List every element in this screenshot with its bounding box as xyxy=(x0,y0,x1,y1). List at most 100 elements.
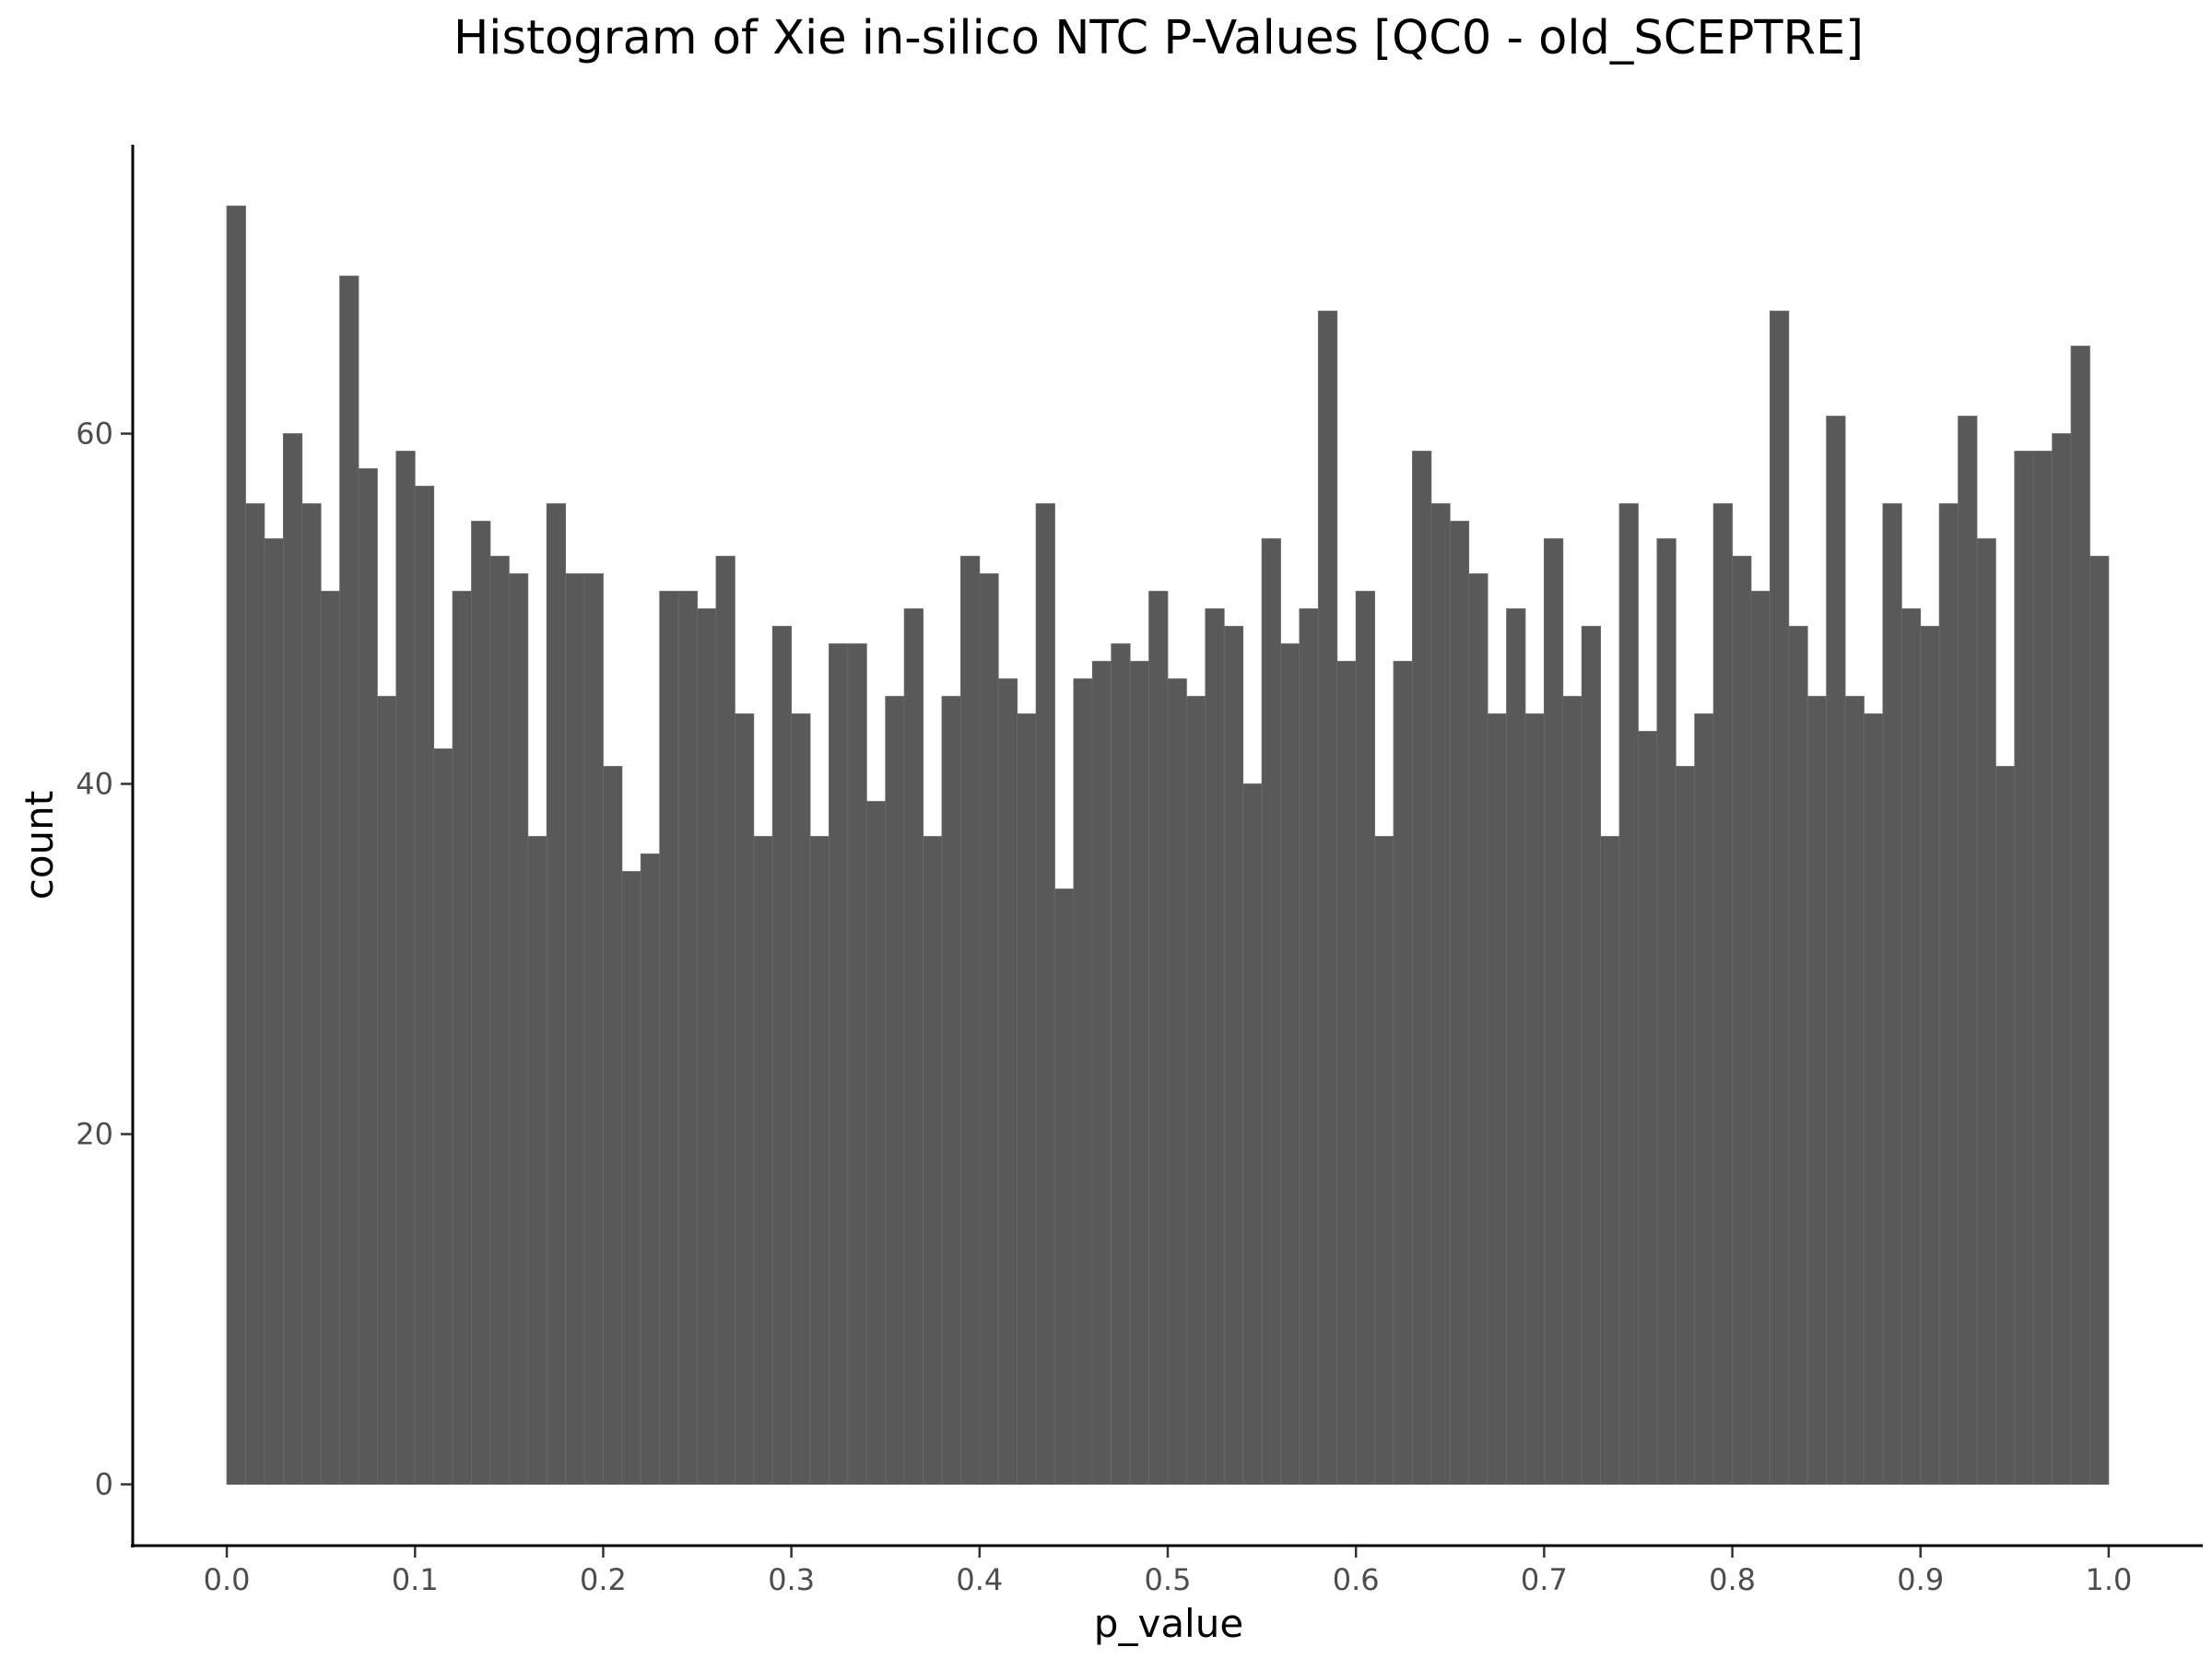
histogram-bar xyxy=(923,836,943,1485)
histogram-bar xyxy=(1788,626,1808,1485)
x-tick-label: 0.6 xyxy=(1333,1562,1380,1597)
histogram-bar xyxy=(1091,661,1112,1485)
histogram-bar xyxy=(1675,766,1696,1485)
histogram-bar xyxy=(1900,608,1922,1485)
histogram-bar xyxy=(565,573,585,1485)
histogram-bar xyxy=(1938,503,1959,1485)
histogram-bar xyxy=(1524,713,1545,1485)
histogram-bar xyxy=(960,556,981,1485)
histogram-bar xyxy=(753,836,773,1485)
y-tick-label: 40 xyxy=(76,767,113,802)
histogram-bar xyxy=(697,608,717,1485)
histogram-bar xyxy=(1487,713,1507,1485)
histogram-bar xyxy=(1374,836,1394,1485)
histogram-bar xyxy=(452,591,472,1485)
y-tick-label: 60 xyxy=(76,417,113,452)
histogram-bar xyxy=(1618,503,1639,1485)
histogram-bar xyxy=(659,591,679,1485)
histogram-bar xyxy=(1920,626,1940,1485)
histogram-bar xyxy=(471,521,491,1485)
histogram-bar xyxy=(1186,696,1206,1485)
histogram-bar xyxy=(734,713,755,1485)
histogram-bar xyxy=(1017,713,1037,1485)
histogram-bar xyxy=(865,801,887,1485)
histogram-bar xyxy=(1638,731,1658,1485)
x-tick-label: 0.1 xyxy=(392,1562,439,1597)
histogram-bar xyxy=(414,486,435,1485)
histogram-bar xyxy=(546,503,567,1485)
histogram-bar xyxy=(1806,696,1828,1485)
y-tick-label: 20 xyxy=(76,1117,113,1152)
histogram-bar xyxy=(847,643,867,1485)
histogram-bar xyxy=(395,451,416,1485)
histogram-bar xyxy=(1712,503,1733,1485)
histogram-bar xyxy=(997,678,1018,1485)
y-ticks-group: 0 20 40 60 xyxy=(76,417,132,1502)
x-axis-title: p_value xyxy=(1094,1601,1243,1646)
histogram-bar xyxy=(508,573,529,1485)
x-tick-label: 0.8 xyxy=(1709,1562,1756,1597)
histogram-bar xyxy=(1355,591,1376,1485)
chart-title: Histogram of Xie in-silico NTC P-Values … xyxy=(453,11,1864,65)
histogram-bar xyxy=(1261,538,1281,1485)
histogram-bar xyxy=(1336,661,1357,1485)
histogram-bar xyxy=(339,276,359,1485)
x-tick-label: 0.3 xyxy=(768,1562,815,1597)
histogram-bar xyxy=(1543,538,1564,1485)
histogram-bar xyxy=(2032,451,2053,1485)
histogram-bar xyxy=(1581,626,1602,1485)
histogram-bar xyxy=(1468,573,1488,1485)
histogram-bar xyxy=(377,696,397,1485)
histogram-bar xyxy=(1317,311,1338,1485)
histogram-bar xyxy=(621,871,641,1485)
histogram-bar xyxy=(1412,451,1432,1485)
x-tick-label: 0.7 xyxy=(1521,1562,1568,1597)
histogram-bar xyxy=(1167,678,1187,1485)
histogram-bar xyxy=(1430,503,1451,1485)
histogram-bar xyxy=(1994,766,2016,1485)
histogram-bar xyxy=(979,573,999,1485)
x-tick-label: 0.5 xyxy=(1145,1562,1192,1597)
histogram-bar xyxy=(2070,346,2090,1485)
histogram-bar xyxy=(358,468,378,1485)
histogram-bar xyxy=(1054,888,1075,1485)
histogram-bar xyxy=(1600,836,1620,1485)
y-tick-label: 0 xyxy=(95,1467,113,1502)
histogram-bar xyxy=(1073,678,1093,1485)
histogram-bar xyxy=(282,433,303,1485)
x-tick-label: 1.0 xyxy=(2085,1562,2132,1597)
histogram-bar xyxy=(1299,608,1319,1485)
histogram-bar xyxy=(245,503,265,1485)
histogram-bar xyxy=(1393,661,1413,1485)
histogram-bar xyxy=(1732,556,1752,1485)
histogram-bar xyxy=(1694,713,1714,1485)
histogram-bar xyxy=(583,573,604,1485)
x-tick-label: 0.2 xyxy=(580,1562,627,1597)
histogram-bar xyxy=(1976,538,1996,1485)
histogram-bar xyxy=(1148,591,1169,1485)
histogram-bar xyxy=(1506,608,1526,1485)
histogram-bar xyxy=(1769,311,1790,1485)
histogram-bar xyxy=(715,556,735,1485)
histogram-bar xyxy=(1129,661,1149,1485)
histogram-bar xyxy=(433,748,453,1485)
histogram-bar xyxy=(2089,556,2110,1485)
x-tick-label: 0.9 xyxy=(1897,1562,1944,1597)
histogram-bar xyxy=(903,608,924,1485)
histogram-bar xyxy=(1562,696,1583,1485)
histogram-bar xyxy=(791,713,811,1485)
histogram-bar xyxy=(1882,503,1902,1485)
histogram-bar xyxy=(1205,608,1225,1485)
histogram-bar xyxy=(1242,783,1263,1485)
histogram-bar xyxy=(2052,433,2072,1485)
histogram-bar xyxy=(677,591,698,1485)
histogram-bar xyxy=(1449,521,1470,1485)
histogram-bar xyxy=(527,836,547,1485)
histogram-bar xyxy=(1864,713,1884,1485)
histogram-bar xyxy=(2014,451,2034,1485)
histogram-bar xyxy=(320,591,340,1485)
histogram-bar xyxy=(885,696,905,1485)
histogram-bar xyxy=(1223,626,1244,1485)
